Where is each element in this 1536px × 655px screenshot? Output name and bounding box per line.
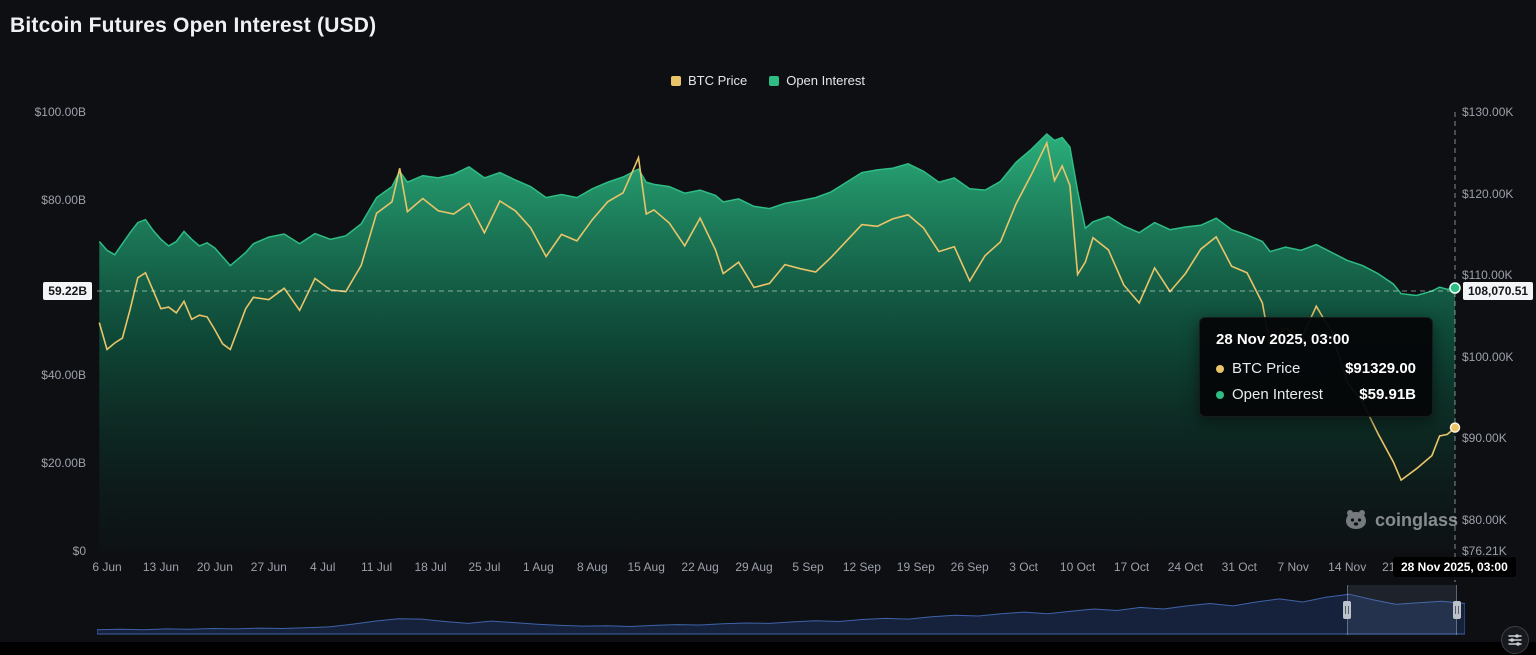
x-axis: 6 Jun 13 Jun 20 Jun 27 Jun 4 Jul 11 Jul 18 Jul… — [0, 560, 1536, 576]
page-title: Bitcoin Futures Open Interest (USD) — [10, 14, 377, 37]
x-axis-tick: 10 Oct — [1059, 560, 1096, 574]
tooltip-row-open-interest: Open Interest $59.91B — [1216, 386, 1416, 403]
left-axis-tick: $100.00B — [34, 105, 86, 119]
x-axis-tick: 14 Nov — [1328, 560, 1367, 574]
btc-price-line — [98, 140, 1456, 482]
x-axis-tick: 25 Jul — [468, 560, 501, 574]
navigator-mini-chart — [97, 593, 1465, 635]
x-axis-tick: 8 Aug — [576, 560, 608, 574]
x-axis-tick: 6 Jun — [92, 560, 122, 574]
open-interest-last-point-marker — [1449, 282, 1461, 294]
right-axis-tick: $76.21K — [1462, 544, 1507, 558]
right-axis-tick: $120.00K — [1462, 186, 1514, 201]
navigator-selected-range[interactable] — [1347, 585, 1457, 635]
btc-price-dot-icon — [1216, 364, 1224, 373]
x-axis-tick: 18 Jul — [414, 560, 447, 574]
right-axis-tick: $110.00K — [1462, 268, 1513, 283]
x-axis-tick: 1 Aug — [523, 560, 554, 574]
tooltip-value-open-interest: $59.91B — [1359, 386, 1416, 403]
x-axis-tick: 3 Oct — [1009, 560, 1038, 574]
x-axis-tick: 31 Oct — [1221, 560, 1257, 574]
legend-label-open-interest: Open Interest — [786, 73, 865, 88]
x-axis-tick: 27 Jun — [250, 560, 287, 574]
x-axis-tick: 4 Jul — [310, 560, 336, 574]
legend-item-open-interest[interactable]: Open Interest — [769, 73, 865, 88]
x-axis-tick: 22 Aug — [681, 560, 719, 574]
x-axis-tick: 7 Nov — [1277, 560, 1309, 574]
x-axis-tick: 17 Oct — [1113, 560, 1150, 574]
right-y-axis: $130.00K $120.00K $110.00K $100.00K $90.00K $… — [1462, 0, 1536, 600]
coinglass-logo-icon — [1346, 510, 1366, 529]
x-axis-tick: 24 Oct — [1167, 560, 1204, 574]
sliders-icon — [1508, 634, 1522, 646]
x-axis-tick: 12 Sep — [842, 560, 881, 574]
right-axis-tick: $90.00K — [1462, 431, 1507, 446]
x-axis-tick: 15 Aug — [627, 560, 665, 574]
tooltip-value-btc-price: $91329.00 — [1345, 360, 1416, 377]
open-interest-swatch-icon — [769, 75, 780, 86]
x-axis-tick: 26 Sep — [950, 560, 989, 574]
left-axis-tick: $40.00B — [41, 368, 86, 383]
left-axis-tick: $20.00B — [41, 456, 86, 471]
chart-settings-button[interactable] — [1501, 626, 1529, 654]
left-axis-tick: $80.00B — [41, 192, 86, 207]
coinglass-watermark-text: coinglass — [1375, 509, 1459, 530]
legend-item-btc-price[interactable]: BTC Price — [670, 73, 748, 88]
range-navigator[interactable] — [97, 585, 1465, 635]
left-y-axis: $100.00B $80.00B $40.00B $20.00B $0 — [0, 0, 90, 600]
x-axis-tick: 11 Jul — [361, 560, 393, 574]
left-axis-tick: $0 — [72, 544, 86, 558]
crosshair-right-value-badge: 108,070.51 — [1463, 282, 1534, 301]
x-axis-tick: 19 Sep — [896, 560, 935, 574]
right-axis-tick: $100.00K — [1462, 349, 1514, 364]
x-axis-tick: 29 Aug — [735, 560, 773, 574]
right-axis-tick: $130.00K — [1462, 105, 1514, 119]
navigator-right-handle-icon[interactable] — [1453, 601, 1461, 619]
tooltip-row-btc-price: BTC Price $91329.00 — [1216, 360, 1416, 377]
btc-price-swatch-icon — [670, 75, 681, 86]
tooltip-label-open-interest: Open Interest — [1232, 386, 1323, 403]
tooltip-label-btc-price: BTC Price — [1232, 360, 1301, 377]
navigator-left-handle-icon[interactable] — [1343, 601, 1351, 619]
btc-price-last-point-marker — [1449, 422, 1461, 433]
chart-tooltip: 28 Nov 2025, 03:00 BTC Price $91329.00 O… — [1199, 317, 1433, 417]
tooltip-timestamp: 28 Nov 2025, 03:00 — [1216, 331, 1350, 348]
coinglass-watermark: coinglass — [1344, 508, 1458, 532]
open-interest-dot-icon — [1216, 390, 1224, 399]
legend: BTC Price Open Interest — [0, 73, 1536, 88]
x-axis-tick: 13 Jun — [142, 560, 179, 574]
x-axis-tick: 5 Sep — [792, 560, 824, 574]
x-axis-tick: 20 Jun — [196, 560, 233, 574]
crosshair-left-value-badge: 59.22B — [43, 282, 92, 301]
right-axis-tick: $80.00K — [1462, 513, 1507, 528]
legend-label-btc-price: BTC Price — [687, 73, 748, 88]
crosshair-date-badge: 28 Nov 2025, 03:00 — [1393, 557, 1516, 577]
navigator-series — [97, 593, 1465, 635]
open-interest-line — [98, 132, 1456, 297]
bottom-bar — [0, 642, 1536, 655]
